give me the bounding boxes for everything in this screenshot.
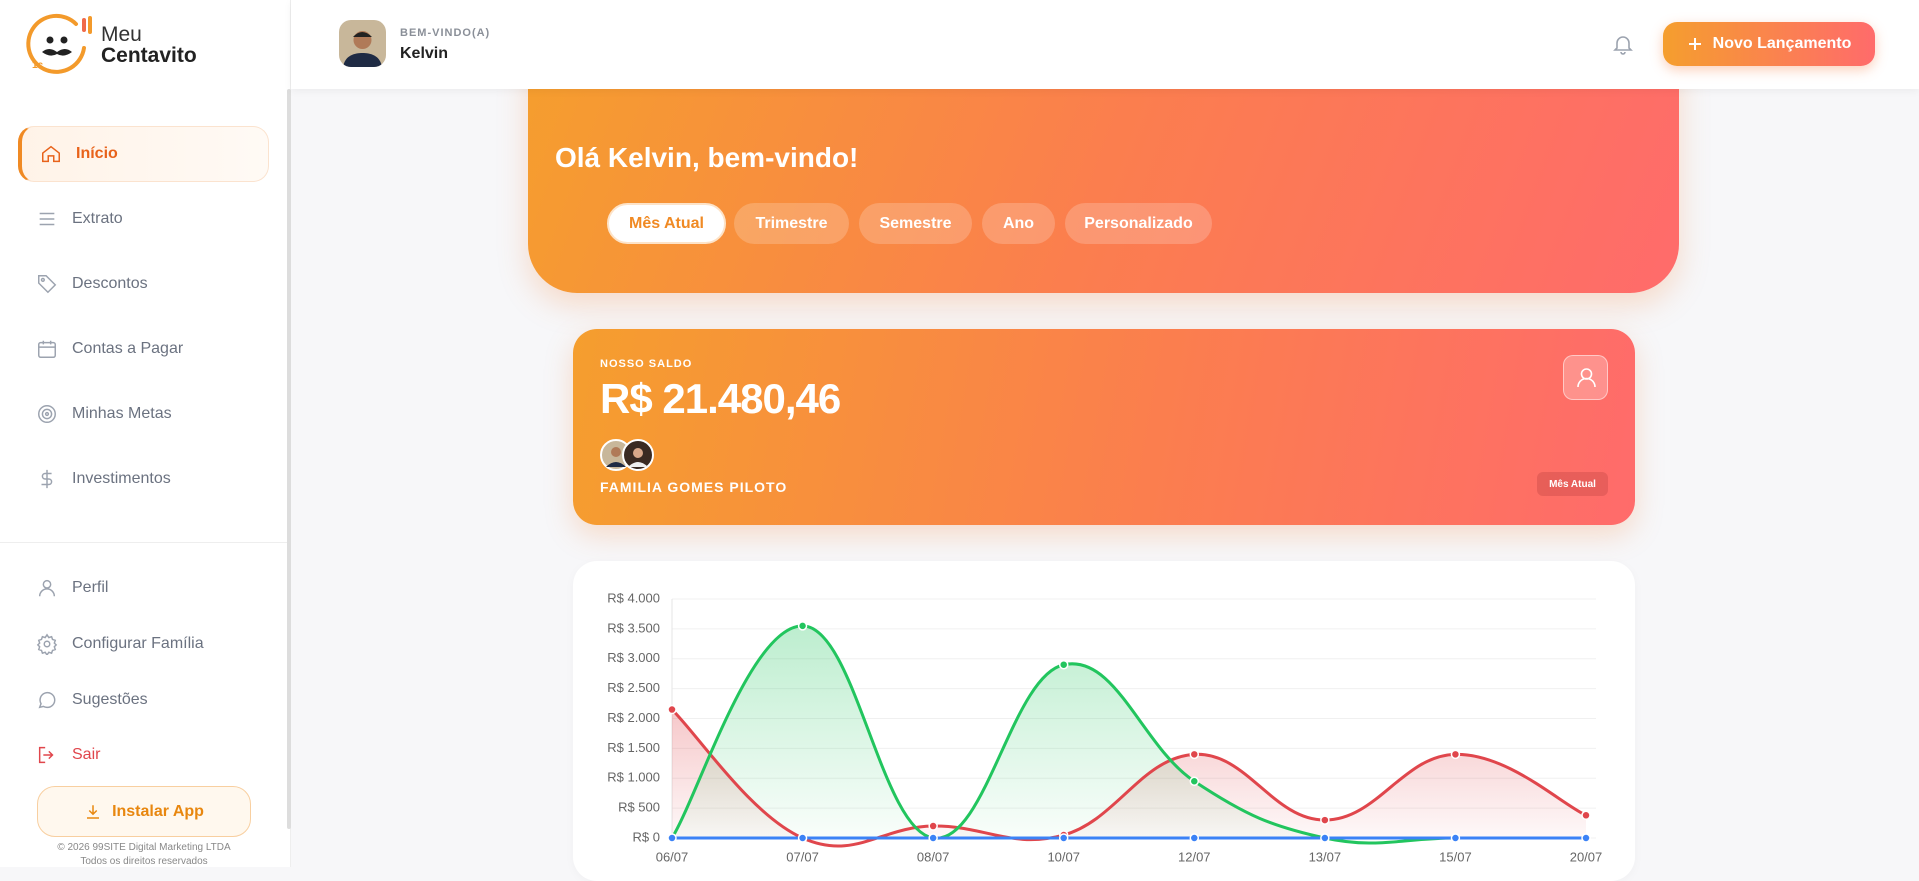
y-tick-label: R$ 500 — [618, 800, 660, 815]
profile-icon — [1577, 368, 1596, 388]
x-tick-label: 10/07 — [1047, 849, 1080, 864]
period-pill[interactable]: Trimestre — [734, 203, 849, 244]
nav-item[interactable]: Contas a Pagar — [18, 321, 269, 377]
profile-button[interactable] — [1563, 355, 1608, 400]
nav-label: Sair — [72, 746, 101, 763]
point — [928, 833, 938, 843]
point — [797, 621, 808, 631]
point — [797, 833, 808, 843]
balance-card: NOSSO SALDO R$ 21.480,46 FAMILIA GOMES P… — [573, 329, 1635, 525]
area — [672, 625, 1586, 844]
install-label: Instalar App — [112, 802, 204, 820]
point — [1058, 833, 1069, 843]
point — [1320, 833, 1330, 843]
family-name: FAMILIA GOMES PILOTO — [600, 479, 788, 495]
x-tick-label: 08/07 — [917, 849, 950, 864]
user-name: Kelvin — [400, 45, 449, 62]
point — [1189, 776, 1200, 786]
point — [1581, 810, 1591, 821]
nav-label: Minhas Metas — [72, 405, 172, 422]
hero-title: Olá Kelvin, bem-vindo! — [555, 142, 859, 173]
family-avatars — [600, 439, 654, 471]
install-button[interactable]: Instalar App — [37, 786, 251, 837]
download-icon — [87, 804, 100, 819]
brand-bottom: Centavito — [101, 44, 197, 67]
new-entry-button[interactable]: Novo Lançamento — [1663, 22, 1875, 66]
y-tick-label: R$ 0 — [633, 829, 660, 844]
nav-label: Extrato — [72, 210, 123, 227]
notification-bell[interactable] — [1611, 32, 1635, 56]
nav-item[interactable]: Sair — [18, 727, 269, 783]
x-tick-label: 20/07 — [1570, 849, 1603, 864]
y-tick-label: R$ 2.500 — [607, 680, 660, 695]
point — [1450, 749, 1461, 760]
brand-top: Meu — [101, 23, 142, 46]
point — [667, 704, 677, 715]
point — [1581, 833, 1591, 843]
scrollbar — [287, 89, 291, 829]
nav-item[interactable]: Minhas Metas — [18, 386, 269, 442]
y-tick-label: R$ 1.500 — [607, 740, 660, 755]
period-pill[interactable]: Mês Atual — [607, 203, 726, 244]
nav-item[interactable]: Descontos — [18, 256, 269, 312]
nav-label: Investimentos — [72, 470, 171, 487]
point — [928, 821, 938, 831]
x-tick-label: 13/07 — [1309, 849, 1342, 864]
sidebar: 1c Meu Centavito Início Extrato Desconto… — [0, 0, 291, 867]
nav-label: Descontos — [72, 275, 148, 292]
nav-label: Contas a Pagar — [72, 340, 184, 357]
greeting: BEM-VINDO(A) — [400, 27, 491, 39]
period-pill[interactable]: Personalizado — [1065, 203, 1212, 244]
nav-label: Configurar Família — [72, 635, 204, 652]
nav-item[interactable]: Extrato — [18, 191, 269, 247]
x-tick-label: 07/07 — [786, 849, 819, 864]
nav-item[interactable]: Configurar Família — [18, 616, 269, 672]
y-tick-label: R$ 1.000 — [607, 770, 660, 785]
x-tick-label: 06/07 — [656, 849, 689, 864]
logo: 1c — [26, 13, 92, 74]
nav-label: Início — [76, 145, 118, 162]
nav-item[interactable]: Investimentos — [18, 451, 269, 507]
period-pill[interactable]: Ano — [982, 203, 1055, 244]
plus-icon — [1688, 38, 1701, 50]
y-tick-label: R$ 2.000 — [607, 710, 660, 725]
point — [1450, 833, 1461, 843]
footer-line: Todos os direitos reservados — [80, 856, 208, 867]
footer-line: © 2026 99SITE Digital Marketing LTDA — [57, 842, 231, 853]
nav-item[interactable]: Sugestões — [18, 672, 269, 728]
balance-amount: R$ 21.480,46 — [600, 375, 841, 422]
nav-label: Sugestões — [72, 691, 148, 708]
new-entry-label: Novo Lançamento — [1712, 35, 1852, 52]
point — [1320, 815, 1330, 825]
point — [1189, 749, 1200, 760]
period-pill[interactable]: Semestre — [859, 203, 972, 244]
y-tick-label: R$ 3.000 — [607, 650, 660, 665]
period-badge: Mês Atual — [1537, 472, 1608, 496]
hero-card: Olá Kelvin, bem-vindo! Mês Atual Trimest… — [528, 60, 1679, 293]
point — [1189, 833, 1200, 843]
header: BEM-VINDO(A) Kelvin Novo Lançamento — [291, 0, 1919, 89]
x-tick-label: 15/07 — [1439, 849, 1472, 864]
nav-item[interactable]: Perfil — [18, 560, 269, 616]
point — [667, 833, 677, 843]
line — [670, 708, 1587, 848]
y-tick-label: R$ 4.000 — [607, 590, 660, 605]
divider — [0, 542, 288, 543]
y-tick-label: R$ 3.500 — [607, 620, 660, 635]
nav-item[interactable]: Início — [18, 126, 269, 182]
user-avatar — [339, 20, 386, 67]
chart-card: R$ 0 R$ 500 R$ 1.000 R$ 1.500 R$ 2.000 R$ 2.5… — [573, 561, 1635, 881]
balance-label: NOSSO SALDO — [600, 358, 693, 370]
nav-label: Perfil — [72, 579, 109, 596]
chart: R$ 0 R$ 500 R$ 1.000 R$ 1.500 R$ 2.000 R$ 2.5… — [607, 590, 1603, 864]
point — [1058, 659, 1069, 670]
x-tick-label: 12/07 — [1178, 849, 1211, 864]
logo-badge: 1c — [32, 60, 44, 71]
